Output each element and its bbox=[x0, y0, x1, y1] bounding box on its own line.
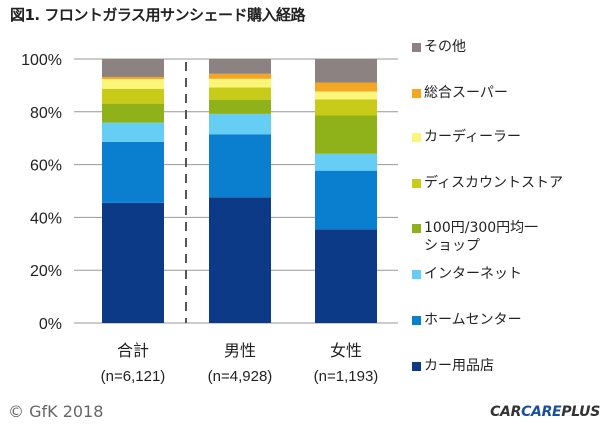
bar-segment bbox=[209, 113, 271, 135]
y-tick-label: 80% bbox=[30, 105, 62, 122]
legend-item: カーディーラー bbox=[412, 128, 521, 146]
bar-segment bbox=[315, 170, 377, 230]
bar-segment bbox=[315, 153, 377, 171]
chart-title: 図1. フロントガラス用サンシェード購入経路 bbox=[10, 6, 306, 24]
legend-label: ホームセンター bbox=[424, 312, 522, 328]
legend-label: 総合スーパー bbox=[424, 85, 508, 101]
y-tick-label: 20% bbox=[30, 263, 62, 280]
y-tick-label: 60% bbox=[30, 158, 62, 175]
category-label: 男性 bbox=[224, 341, 256, 360]
bar-segment bbox=[315, 229, 377, 323]
y-tick-label: 40% bbox=[30, 210, 62, 227]
legend-swatch bbox=[412, 316, 421, 325]
legend-swatch bbox=[412, 133, 421, 142]
category-label: 女性 bbox=[330, 341, 362, 360]
category-n-label: (n=1,193) bbox=[314, 368, 379, 385]
legend-label: ディスカウントストア bbox=[424, 175, 564, 191]
bar-segment bbox=[209, 87, 271, 100]
legend-swatch bbox=[412, 89, 421, 98]
bar-segment bbox=[102, 141, 164, 203]
legend-swatch bbox=[412, 362, 421, 371]
bar-segment bbox=[209, 78, 271, 88]
bar-segment bbox=[102, 88, 164, 104]
legend-swatch bbox=[412, 224, 421, 233]
bar-segment bbox=[102, 122, 164, 142]
legend-label: インターネット bbox=[424, 266, 522, 282]
bar-segment bbox=[315, 99, 377, 116]
bar-segment bbox=[209, 99, 271, 114]
logo: CARCAREPLUS bbox=[490, 404, 600, 420]
y-tick-label: 100% bbox=[21, 52, 62, 69]
legend-label: カーディーラー bbox=[424, 129, 522, 145]
legend-item: 総合スーパー bbox=[412, 84, 508, 102]
y-tick-label: 0% bbox=[39, 316, 62, 333]
bar-segment bbox=[102, 103, 164, 123]
legend-label: カー用品店 bbox=[424, 358, 494, 374]
bar-segment bbox=[102, 79, 164, 89]
bar-segment bbox=[315, 91, 377, 100]
bar-segment bbox=[209, 73, 271, 79]
legend-item: ディスカウントストア bbox=[412, 174, 563, 192]
bar-segment bbox=[209, 59, 271, 74]
legend-item: カー用品店 bbox=[412, 357, 494, 375]
bar-segment bbox=[209, 134, 271, 198]
bar-segment bbox=[102, 59, 164, 77]
category-n-label: (n=6,121) bbox=[101, 368, 166, 385]
category-label: 合計 bbox=[117, 341, 149, 360]
legend-item: その他 bbox=[412, 38, 466, 56]
legend-item: インターネット bbox=[412, 265, 522, 283]
bar-segment bbox=[315, 82, 377, 92]
category-n-label: (n=4,928) bbox=[208, 368, 273, 385]
legend-swatch bbox=[412, 270, 421, 279]
legend-label: 100円/300円均一 ショップ bbox=[424, 220, 539, 254]
logo-care: CARE bbox=[521, 404, 562, 420]
bar-segment bbox=[315, 59, 377, 83]
bar-segment bbox=[102, 76, 164, 80]
legend-swatch bbox=[412, 179, 421, 188]
legend-item: 100円/300円均一 ショップ bbox=[412, 219, 538, 255]
logo-plus: PLUS bbox=[561, 404, 600, 420]
bar-segment bbox=[315, 115, 377, 154]
logo-car: CAR bbox=[490, 404, 522, 420]
copyright: © GfK 2018 bbox=[8, 402, 104, 421]
bar-segment bbox=[102, 202, 164, 323]
bar-segment bbox=[209, 197, 271, 323]
legend-swatch bbox=[412, 43, 421, 52]
legend-item: ホームセンター bbox=[412, 311, 522, 329]
legend-label: その他 bbox=[424, 39, 466, 55]
